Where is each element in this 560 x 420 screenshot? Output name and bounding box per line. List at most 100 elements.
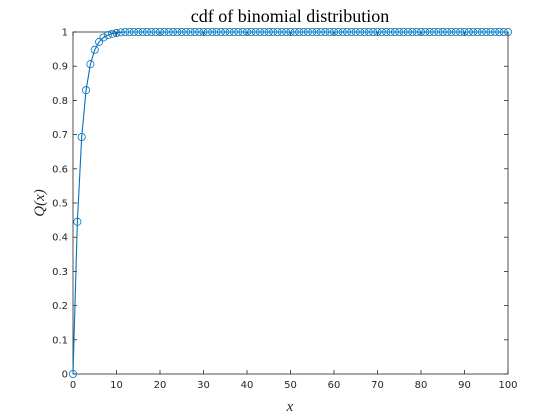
data-point bbox=[403, 27, 412, 36]
x-tick-label: 10 bbox=[110, 380, 123, 391]
data-point bbox=[99, 33, 108, 42]
data-point bbox=[177, 27, 186, 36]
data-point bbox=[425, 27, 434, 36]
data-point bbox=[443, 27, 452, 36]
data-point bbox=[216, 27, 225, 36]
y-tick-label: 0 bbox=[62, 370, 68, 381]
data-point bbox=[225, 27, 234, 36]
data-point bbox=[234, 27, 243, 36]
data-point bbox=[164, 27, 173, 36]
data-point bbox=[269, 27, 278, 36]
y-tick-label: 0.4 bbox=[52, 233, 68, 244]
series-line bbox=[72, 31, 508, 375]
data-point bbox=[325, 27, 334, 36]
data-point bbox=[69, 369, 78, 378]
x-tick-label: 50 bbox=[284, 380, 297, 391]
data-point bbox=[386, 27, 395, 36]
data-point bbox=[308, 27, 317, 36]
data-point bbox=[499, 27, 508, 36]
data-point bbox=[208, 27, 217, 36]
data-point bbox=[490, 27, 499, 36]
y-tick-label: 0.7 bbox=[52, 130, 68, 141]
data-point bbox=[438, 27, 447, 36]
data-point bbox=[251, 27, 260, 36]
x-tick-label: 70 bbox=[371, 380, 384, 391]
y-tick-label: 0.1 bbox=[52, 335, 68, 346]
data-point bbox=[82, 86, 91, 95]
data-point bbox=[286, 27, 295, 36]
data-point bbox=[390, 27, 399, 36]
x-tick-label: 90 bbox=[458, 380, 471, 391]
data-point bbox=[138, 27, 147, 36]
data-point bbox=[173, 27, 182, 36]
data-point bbox=[256, 27, 265, 36]
data-point bbox=[125, 27, 134, 36]
x-tick-label: 80 bbox=[415, 380, 428, 391]
chart-title: cdf of binomial distribution bbox=[191, 6, 389, 26]
data-point bbox=[416, 27, 425, 36]
y-tick-label: 0.2 bbox=[52, 301, 68, 312]
data-point bbox=[142, 27, 151, 36]
data-point bbox=[116, 28, 125, 37]
data-point bbox=[473, 27, 482, 36]
data-point bbox=[195, 27, 204, 36]
data-point bbox=[382, 27, 391, 36]
data-point bbox=[343, 27, 352, 36]
x-tick-label: 60 bbox=[328, 380, 341, 391]
data-point bbox=[373, 27, 382, 36]
data-point bbox=[160, 27, 169, 36]
data-point bbox=[203, 27, 212, 36]
data-point bbox=[299, 27, 308, 36]
x-tick-label: 40 bbox=[241, 380, 254, 391]
data-point bbox=[395, 27, 404, 36]
data-point bbox=[408, 27, 417, 36]
data-point bbox=[377, 27, 386, 36]
data-point bbox=[356, 27, 365, 36]
data-point bbox=[360, 27, 369, 36]
data-point bbox=[77, 132, 86, 141]
data-point bbox=[456, 27, 465, 36]
data-point bbox=[347, 27, 356, 36]
data-point bbox=[221, 27, 230, 36]
data-point bbox=[312, 27, 321, 36]
data-point bbox=[295, 27, 304, 36]
data-point bbox=[212, 27, 221, 36]
y-axis-label: Q(x) bbox=[32, 189, 48, 216]
data-point bbox=[495, 27, 504, 36]
data-point bbox=[151, 27, 160, 36]
y-tick-label: 0.5 bbox=[52, 199, 68, 210]
data-point bbox=[112, 29, 121, 38]
data-point bbox=[482, 27, 491, 36]
data-point bbox=[351, 27, 360, 36]
data-point bbox=[421, 27, 430, 36]
data-point bbox=[190, 27, 199, 36]
data-point bbox=[460, 27, 469, 36]
data-point bbox=[321, 27, 330, 36]
x-tick-label: 30 bbox=[197, 380, 210, 391]
x-tick-label: 0 bbox=[70, 380, 76, 391]
data-point bbox=[412, 27, 421, 36]
data-point bbox=[334, 27, 343, 36]
y-tick-label: 0.6 bbox=[52, 164, 68, 175]
data-point bbox=[447, 27, 456, 36]
data-point bbox=[169, 27, 178, 36]
data-point bbox=[247, 27, 256, 36]
data-point bbox=[303, 27, 312, 36]
data-point bbox=[338, 27, 347, 36]
y-tick-label: 0.8 bbox=[52, 96, 68, 107]
x-tick-label: 100 bbox=[498, 380, 517, 391]
data-point bbox=[369, 27, 378, 36]
data-point bbox=[95, 37, 104, 46]
data-point bbox=[242, 27, 251, 36]
data-point bbox=[486, 27, 495, 36]
data-point bbox=[464, 27, 473, 36]
y-tick-label: 0.3 bbox=[52, 267, 68, 278]
data-point bbox=[229, 27, 238, 36]
data-point bbox=[134, 27, 143, 36]
data-point bbox=[186, 27, 195, 36]
data-point bbox=[199, 27, 208, 36]
data-point bbox=[103, 31, 112, 40]
data-point bbox=[277, 27, 286, 36]
data-point bbox=[238, 27, 247, 36]
